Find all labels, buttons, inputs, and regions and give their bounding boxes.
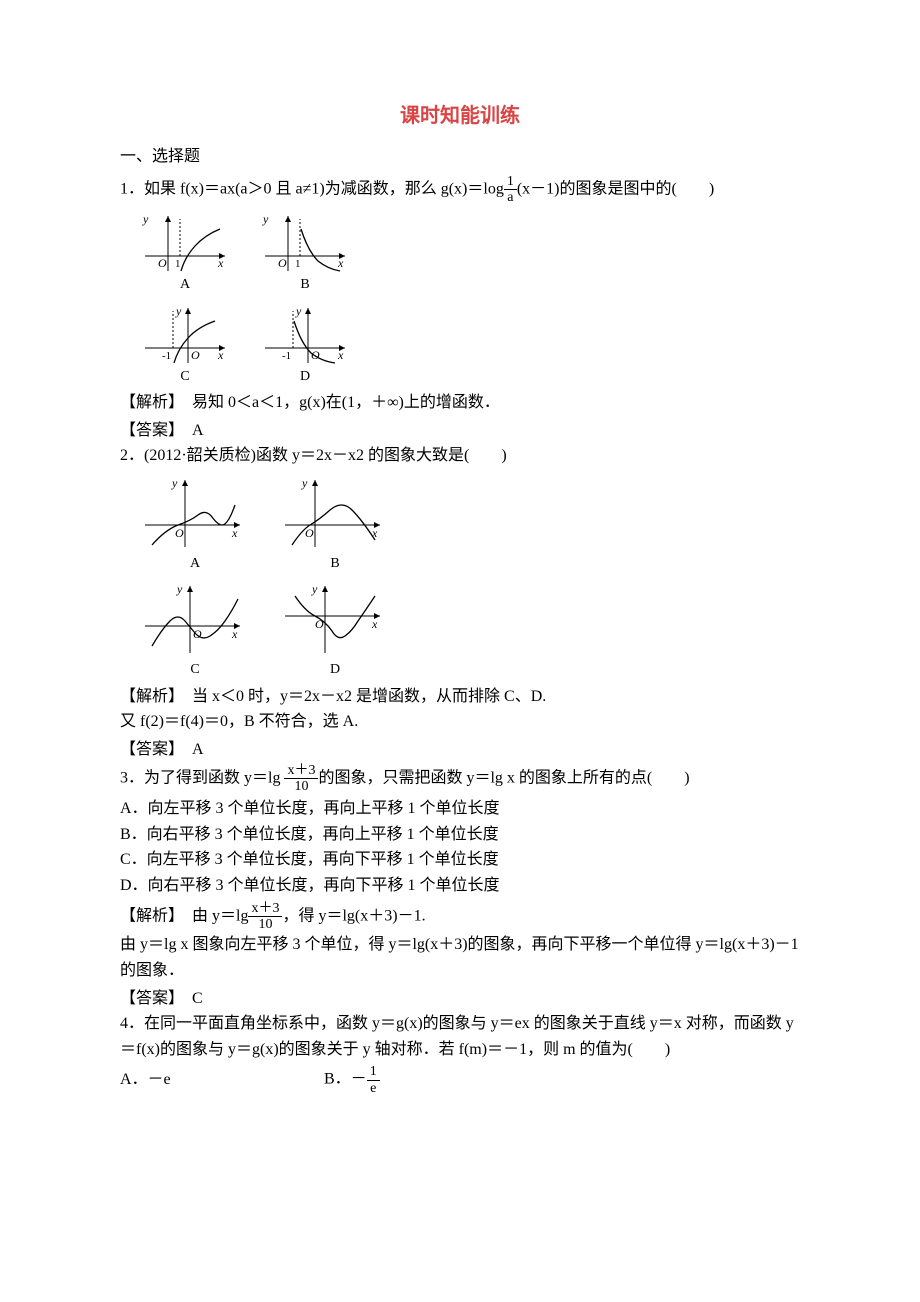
q3-analysis: 【解析】 由 y＝lgx＋310，得 y＝lg(x＋3)－1. [120,901,800,933]
q1-analysis-label: 【解析】 [120,394,176,411]
q2-label-a: A [140,553,250,575]
svg-text:x: x [337,256,344,270]
section-header: 一、选择题 [120,144,800,170]
q1-label-c: C [140,366,230,388]
q2-graph-c: O y x C [140,581,250,681]
q1-answer-label: 【答案】 [120,422,176,439]
svg-text:y: y [295,304,302,318]
svg-text:x: x [217,256,224,270]
q2-answer-text: A [176,741,204,758]
q2-label-d: D [280,659,390,681]
q2-label-b: B [280,553,390,575]
q1-label-b: B [260,274,350,296]
q2-analysis-line1: 当 x＜0 时，y＝2x－x2 是增函数，从而排除 C、D. [176,688,546,705]
svg-text:-1: -1 [162,350,171,362]
q4-optb-frac: 1e [367,1064,380,1096]
q1-analysis-text: 易知 0＜a＜1，g(x)在(1，＋∞)上的增函数． [176,394,500,411]
q1-label-a: A [140,274,230,296]
q1-graphs-row1: O y x 1 A O y x 1 B [140,211,800,296]
svg-text:1: 1 [175,258,181,270]
q1-text-prefix: 1．如果 f(x)＝ax(a＞0 且 a≠1)为减函数，那么 g(x)＝log [120,180,504,197]
q3-option-d: D．向右平移 3 个单位长度，再向下平移 1 个单位长度 [120,873,800,899]
q1-frac: 1a [504,174,517,206]
svg-text:y: y [311,582,318,596]
q1-label-d: D [260,366,350,388]
question-2: 2．(2012·韶关质检)函数 y＝2x－x2 的图象大致是( ) [120,443,800,469]
svg-text:y: y [176,582,183,596]
q1-graph-a: O y x 1 A [140,211,230,296]
q1-graph-d: O y x -1 D [260,303,350,388]
svg-text:y: y [175,304,182,318]
q3-text-suffix: 的图象，只需把函数 y＝lg x 的图象上所有的点( ) [318,769,689,786]
svg-text:x: x [231,627,238,641]
svg-text:x: x [337,348,344,362]
q3-analysis-suffix: ，得 y＝lg(x＋3)－1. [282,907,425,924]
q3-frac: x＋310 [284,763,318,795]
svg-text:O: O [191,348,200,362]
q4-option-a: A．－e [120,1067,320,1093]
q2-analysis: 【解析】 当 x＜0 时，y＝2x－x2 是增函数，从而排除 C、D. [120,684,800,710]
svg-text:x: x [217,348,224,362]
q4-option-b: B．－1e [324,1064,524,1096]
svg-text:-1: -1 [282,350,291,362]
q3-option-a: A．向左平移 3 个单位长度，再向上平移 1 个单位长度 [120,796,800,822]
svg-text:x: x [371,617,378,631]
svg-text:y: y [142,212,149,226]
q3-answer-text: C [176,990,203,1007]
page-title: 课时知能训练 [120,100,800,132]
svg-text:O: O [311,348,320,362]
q2-graph-d: O y x D [280,581,390,681]
q1-text-suffix: (x－1)的图象是图中的( ) [517,180,714,197]
q2-analysis-label: 【解析】 [120,688,176,705]
question-4: 4．在同一平面直角坐标系中，函数 y＝g(x)的图象与 y＝ex 的图象关于直线… [120,1011,800,1062]
q2-graph-b: O y x B [280,475,390,575]
q3-analysis-prefix: 由 y＝lg [176,907,248,924]
svg-text:O: O [278,256,287,270]
q3-analysis-frac: x＋310 [248,901,282,933]
q3-option-b: B．向右平移 3 个单位长度，再向上平移 1 个单位长度 [120,822,800,848]
q3-options: A．向左平移 3 个单位长度，再向上平移 1 个单位长度 B．向右平移 3 个单… [120,796,800,898]
q3-answer: 【答案】 C [120,986,800,1012]
q2-analysis-line2: 又 f(2)＝f(4)＝0，B 不符合，选 A. [120,709,800,735]
q1-answer-text: A [176,422,204,439]
q2-label-c: C [140,659,250,681]
svg-text:x: x [231,526,238,540]
q2-answer: 【答案】 A [120,737,800,763]
q3-analysis-line2: 由 y＝lg x 图象向左平移 3 个单位，得 y＝lg(x＋3)的图象，再向下… [120,932,800,983]
q2-graphs-row1: O y x A O y x B [140,475,800,575]
q2-graph-a: O y x A [140,475,250,575]
q3-text-prefix: 3．为了得到函数 y＝lg [120,769,284,786]
q3-analysis-label: 【解析】 [120,907,176,924]
question-1: 1．如果 f(x)＝ax(a＞0 且 a≠1)为减函数，那么 g(x)＝log1… [120,174,800,206]
q3-option-c: C．向左平移 3 个单位长度，再向下平移 1 个单位长度 [120,847,800,873]
q1-graph-c: O y x -1 C [140,303,230,388]
svg-text:y: y [301,476,308,490]
q2-graphs-row2: O y x C O y x D [140,581,800,681]
svg-text:x: x [371,526,378,540]
svg-text:O: O [158,256,167,270]
svg-text:O: O [193,627,202,641]
q2-answer-label: 【答案】 [120,741,176,758]
question-3: 3．为了得到函数 y＝lg x＋310的图象，只需把函数 y＝lg x 的图象上… [120,763,800,795]
svg-text:y: y [171,476,178,490]
q3-answer-label: 【答案】 [120,990,176,1007]
svg-text:O: O [175,526,184,540]
q1-graph-b: O y x 1 B [260,211,350,296]
q1-answer: 【答案】 A [120,418,800,444]
q4-options: A．－e B．－1e [120,1064,800,1096]
svg-text:1: 1 [295,258,301,270]
q1-graphs-row2: O y x -1 C O y x -1 D [140,303,800,388]
svg-text:y: y [262,212,269,226]
q1-analysis: 【解析】 易知 0＜a＜1，g(x)在(1，＋∞)上的增函数． [120,390,800,416]
